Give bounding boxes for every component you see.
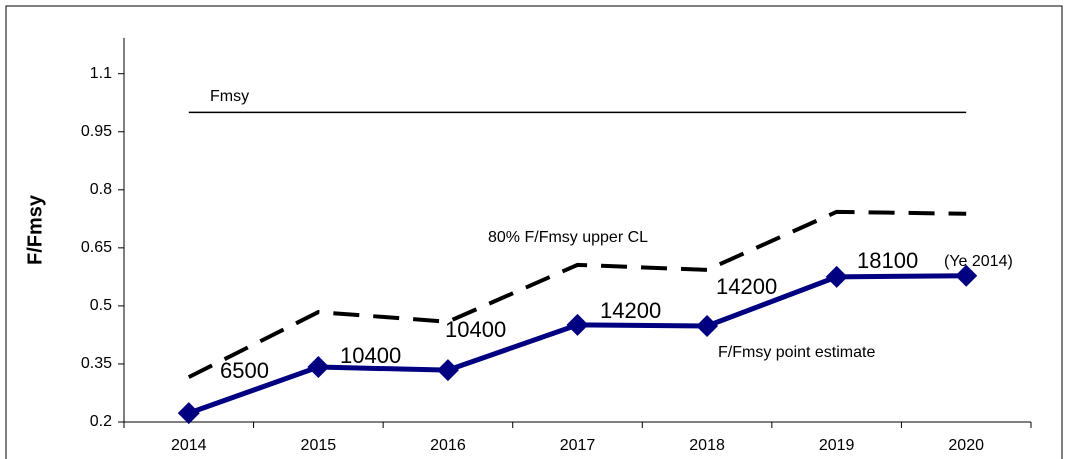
y-tick-label: 0.5 xyxy=(90,297,112,314)
x-tick-label: 2014 xyxy=(171,437,207,454)
x-tick-label: 2018 xyxy=(689,437,725,454)
point-label: 18100 xyxy=(857,248,918,273)
marker xyxy=(307,356,330,379)
x-tick-label: 2020 xyxy=(948,437,984,454)
point-label: 10400 xyxy=(445,317,506,342)
point-label: 6500 xyxy=(220,358,269,383)
frame xyxy=(5,5,1063,459)
y-tick-label: 0.65 xyxy=(81,239,112,256)
marker xyxy=(177,402,200,425)
marker xyxy=(825,265,848,288)
series-label: 80% F/Fmsy upper CL xyxy=(488,229,648,246)
y-axis-label: F/Fmsy xyxy=(24,194,46,265)
marker xyxy=(696,315,719,338)
series-line xyxy=(187,209,967,379)
y-tick-label: 0.35 xyxy=(81,355,112,372)
y-tick-label: 0.8 xyxy=(90,181,112,198)
x-tick-label: 2017 xyxy=(560,437,596,454)
annotation: (Ye 2014) xyxy=(944,253,1013,270)
point-label: 10400 xyxy=(340,343,401,368)
y-tick-label: 0.95 xyxy=(81,123,112,140)
x-tick-label: 2016 xyxy=(430,437,466,454)
series-label: F/Fmsy point estimate xyxy=(718,344,875,361)
x-tick-label: 2019 xyxy=(819,437,855,454)
point-label: 14200 xyxy=(716,274,777,299)
y-tick-label: 1.1 xyxy=(90,65,112,82)
marker xyxy=(566,313,589,336)
marker xyxy=(436,359,459,382)
series-label: Fmsy xyxy=(210,88,249,105)
marker xyxy=(955,264,978,287)
y-tick-label: 0.2 xyxy=(90,413,112,430)
x-tick-label: 2015 xyxy=(301,437,337,454)
point-label: 14200 xyxy=(600,298,661,323)
